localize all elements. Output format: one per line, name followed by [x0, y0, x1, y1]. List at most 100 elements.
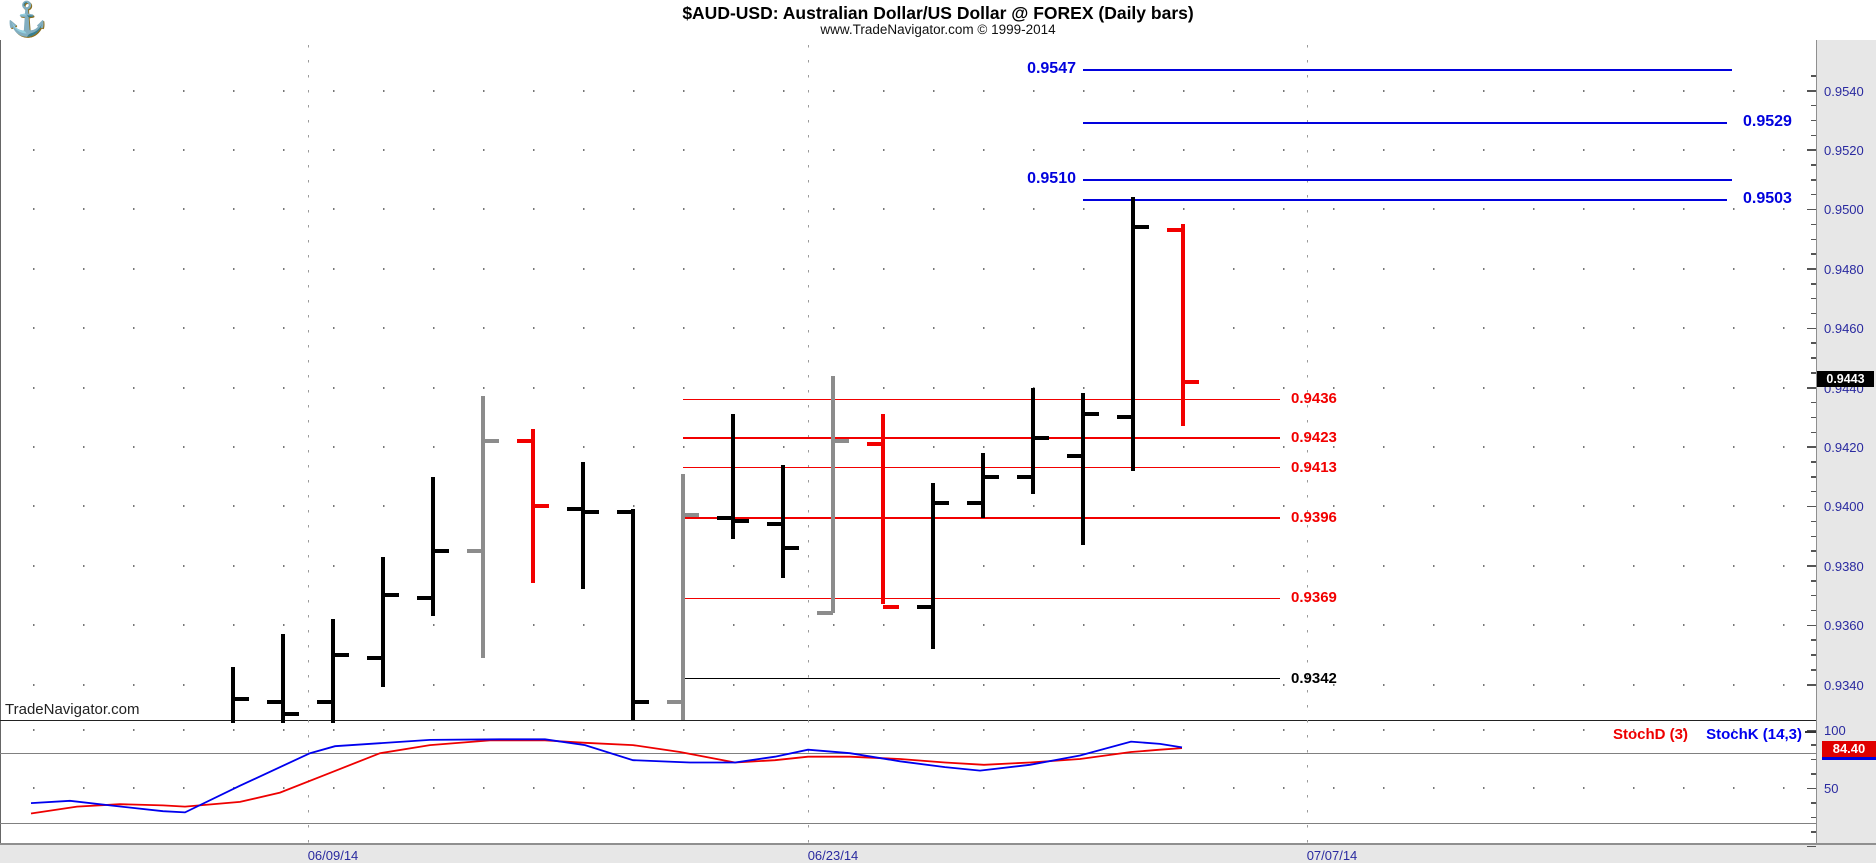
price-level-label[interactable]: 0.9369 — [1291, 589, 1337, 607]
price-bar-close-tick — [632, 700, 649, 705]
price-level-label[interactable]: 0.9342 — [1291, 669, 1337, 687]
price-bar-open-tick — [566, 507, 583, 512]
price-axis-tick — [1811, 179, 1816, 181]
price-gridline-dotted — [33, 327, 1810, 330]
price-axis-tick — [1807, 327, 1816, 330]
price-level-line[interactable] — [683, 398, 1280, 401]
stoch-axis-tick — [1807, 787, 1816, 789]
price-bar-close-tick — [683, 513, 699, 518]
price-bar-close-tick — [332, 652, 349, 657]
price-axis-tick — [1811, 297, 1816, 300]
price-axis-tick — [1811, 342, 1816, 344]
price-gridline-dotted — [33, 445, 1810, 448]
stoch-axis-tick — [1811, 758, 1816, 760]
price-axis-label: 0.9460 — [1824, 321, 1864, 337]
price-axis-label: 0.9500 — [1824, 202, 1864, 218]
current-price-box: 0.9443 — [1817, 370, 1874, 387]
stoch-axis-tick — [1807, 845, 1816, 847]
price-bar-range-line — [981, 452, 986, 519]
stoch-oversold-line — [0, 823, 1816, 824]
price-gridline-dotted — [33, 564, 1810, 567]
chart-subtitle: www.TradeNavigator.com © 1999-2014 — [820, 22, 1056, 37]
price-bar-close-tick — [232, 697, 249, 702]
price-bar-open-tick — [667, 700, 683, 705]
price-axis-tick — [1807, 684, 1816, 686]
stoch-value-box: 84.40 — [1822, 741, 1876, 757]
stochd-legend-label[interactable]: StochD (3) — [1612, 726, 1688, 743]
price-bar-open-tick — [967, 501, 984, 506]
date-axis-strip[interactable] — [0, 843, 1876, 863]
price-axis-tick — [1807, 90, 1816, 92]
price-bar-open-tick — [1117, 415, 1134, 420]
tradenavigator-logo-icon: ⚓ — [6, 0, 48, 37]
price-bar-range-line — [380, 556, 385, 688]
price-axis-tick — [1811, 520, 1816, 523]
price-bar-range-line — [230, 666, 235, 724]
price-axis-tick — [1811, 193, 1816, 196]
price-bar-close-tick — [382, 593, 399, 598]
price-level-line[interactable] — [1083, 178, 1732, 181]
price-level-label[interactable]: 0.9423 — [1291, 429, 1337, 446]
price-bar-open-tick — [817, 611, 834, 616]
price-level-line[interactable] — [683, 597, 1280, 600]
price-bar-range-line — [630, 509, 635, 721]
price-axis-tick — [1811, 669, 1816, 671]
price-bar-range-line — [580, 461, 585, 590]
price-bar-close-tick — [1133, 225, 1150, 230]
stochk-legend-label[interactable]: StochK (14,3) — [1706, 726, 1802, 743]
price-axis-label: 0.9360 — [1824, 618, 1864, 634]
price-axis-tick — [1811, 104, 1816, 107]
price-level-line[interactable] — [1083, 199, 1727, 202]
stoch-axis-tick — [1811, 744, 1816, 746]
price-level-line[interactable] — [683, 677, 1280, 680]
price-axis-label: 0.9480 — [1824, 261, 1864, 277]
price-axis-tick — [1807, 505, 1816, 508]
price-bar-open-tick — [366, 655, 383, 660]
price-level-label[interactable]: 0.9413 — [1291, 458, 1337, 476]
price-bar-range-line — [430, 476, 435, 617]
price-bar-open-tick — [717, 516, 733, 521]
stochk-curve — [30, 738, 1183, 814]
price-level-label[interactable]: 0.9503 — [1743, 190, 1792, 208]
price-gridline-dotted — [33, 267, 1810, 270]
price-level-line[interactable] — [1083, 122, 1727, 125]
stochastic-curves — [30, 738, 1183, 815]
price-axis-tick — [1811, 431, 1816, 433]
week-gridline-dashed — [808, 45, 809, 843]
price-axis-label: 0.9380 — [1824, 558, 1864, 574]
price-axis-tick — [1807, 446, 1816, 448]
price-axis-tick — [1811, 580, 1816, 582]
price-axis-strip[interactable] — [1816, 40, 1876, 863]
price-axis-tick — [1807, 268, 1816, 270]
price-bar-range-line — [681, 473, 685, 721]
price-axis-tick — [1811, 535, 1816, 537]
price-axis-tick — [1811, 238, 1816, 240]
price-level-line[interactable] — [1083, 68, 1732, 71]
price-level-label[interactable]: 0.9396 — [1291, 509, 1337, 527]
price-level-line[interactable] — [683, 517, 1280, 519]
price-gridline-dotted — [33, 505, 1810, 508]
price-axis-tick — [1807, 565, 1816, 567]
price-bar-close-tick — [432, 548, 449, 553]
price-axis-tick — [1807, 149, 1816, 151]
price-axis-tick — [1811, 312, 1816, 315]
price-level-label[interactable]: 0.9547 — [1027, 59, 1076, 77]
price-level-label[interactable]: 0.9529 — [1743, 113, 1792, 131]
stochd-curve — [30, 739, 1183, 815]
price-level-label[interactable]: 0.9510 — [1027, 169, 1076, 187]
date-axis-label: 06/09/14 — [307, 848, 359, 863]
date-axis-label: 06/23/14 — [807, 848, 859, 863]
price-bar-close-tick — [833, 439, 850, 443]
price-gridline-dotted — [33, 386, 1810, 389]
price-bar-open-tick — [316, 700, 333, 705]
price-axis-tick — [1807, 624, 1816, 627]
price-level-line[interactable] — [683, 437, 1280, 439]
tradenavigator-watermark: TradeNavigator.com — [5, 701, 140, 718]
price-bar-range-line — [330, 619, 335, 724]
price-gridline-dotted — [33, 208, 1810, 211]
price-axis-label: 0.9540 — [1824, 83, 1864, 99]
price-level-label[interactable]: 0.9436 — [1291, 390, 1337, 408]
price-axis-tick — [1811, 594, 1816, 597]
stoch-axis-label: 100 — [1824, 723, 1846, 738]
